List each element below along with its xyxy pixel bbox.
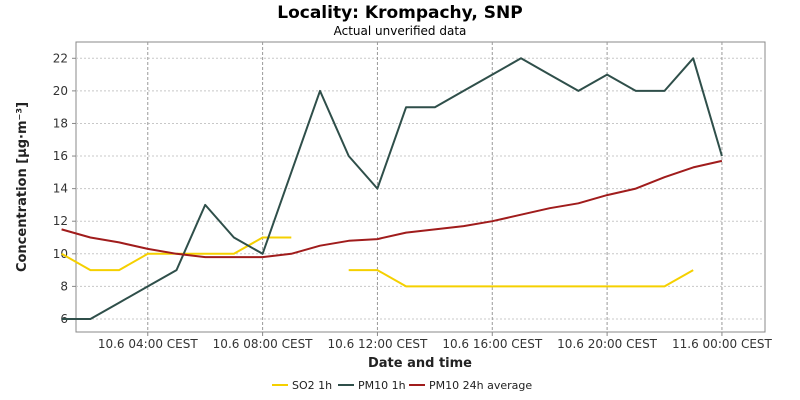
x-tick-label: 10.6 20:00 CEST bbox=[557, 337, 658, 351]
chart-subtitle: Actual unverified data bbox=[334, 24, 467, 38]
legend-label-pm10-24h-average: PM10 24h average bbox=[429, 379, 532, 392]
y-tick-label: 18 bbox=[53, 116, 68, 130]
series-line-pm10-1h bbox=[61, 57, 723, 320]
series-line-pm10-24h-average bbox=[61, 159, 723, 259]
chart-title: Locality: Krompachy, SNP bbox=[277, 3, 522, 23]
series-line-so2-1h bbox=[348, 269, 694, 288]
y-tick-label: 14 bbox=[53, 182, 68, 196]
y-tick-label: 20 bbox=[53, 84, 68, 98]
y-tick-label: 12 bbox=[53, 214, 68, 228]
x-tick-label: 10.6 12:00 CEST bbox=[328, 337, 429, 351]
y-tick-label: 8 bbox=[60, 279, 68, 293]
x-tick-label: 10.6 16:00 CEST bbox=[442, 337, 543, 351]
y-tick-label: 10 bbox=[53, 247, 68, 261]
x-axis-label: Date and time bbox=[368, 356, 472, 371]
series-lines bbox=[61, 57, 723, 320]
y-axis-label: Concentration [µg·m⁻³] bbox=[15, 102, 30, 272]
legend-label-pm10-1h: PM10 1h bbox=[358, 379, 406, 392]
x-tick-label: 10.6 08:00 CEST bbox=[213, 337, 314, 351]
y-tick-label: 16 bbox=[53, 149, 68, 163]
x-tick-label: 10.6 04:00 CEST bbox=[98, 337, 199, 351]
x-tick-label: 11.6 00:00 CEST bbox=[672, 337, 773, 351]
x-axis-ticks: 10.6 04:00 CEST 10.6 08:00 CEST 10.6 12:00… bbox=[98, 332, 773, 351]
legend: SO2 1h PM10 1h PM10 24h average bbox=[272, 379, 532, 392]
legend-label-so2-1h: SO2 1h bbox=[292, 379, 332, 392]
y-tick-label: 22 bbox=[53, 51, 68, 65]
plot-area bbox=[75, 41, 766, 333]
